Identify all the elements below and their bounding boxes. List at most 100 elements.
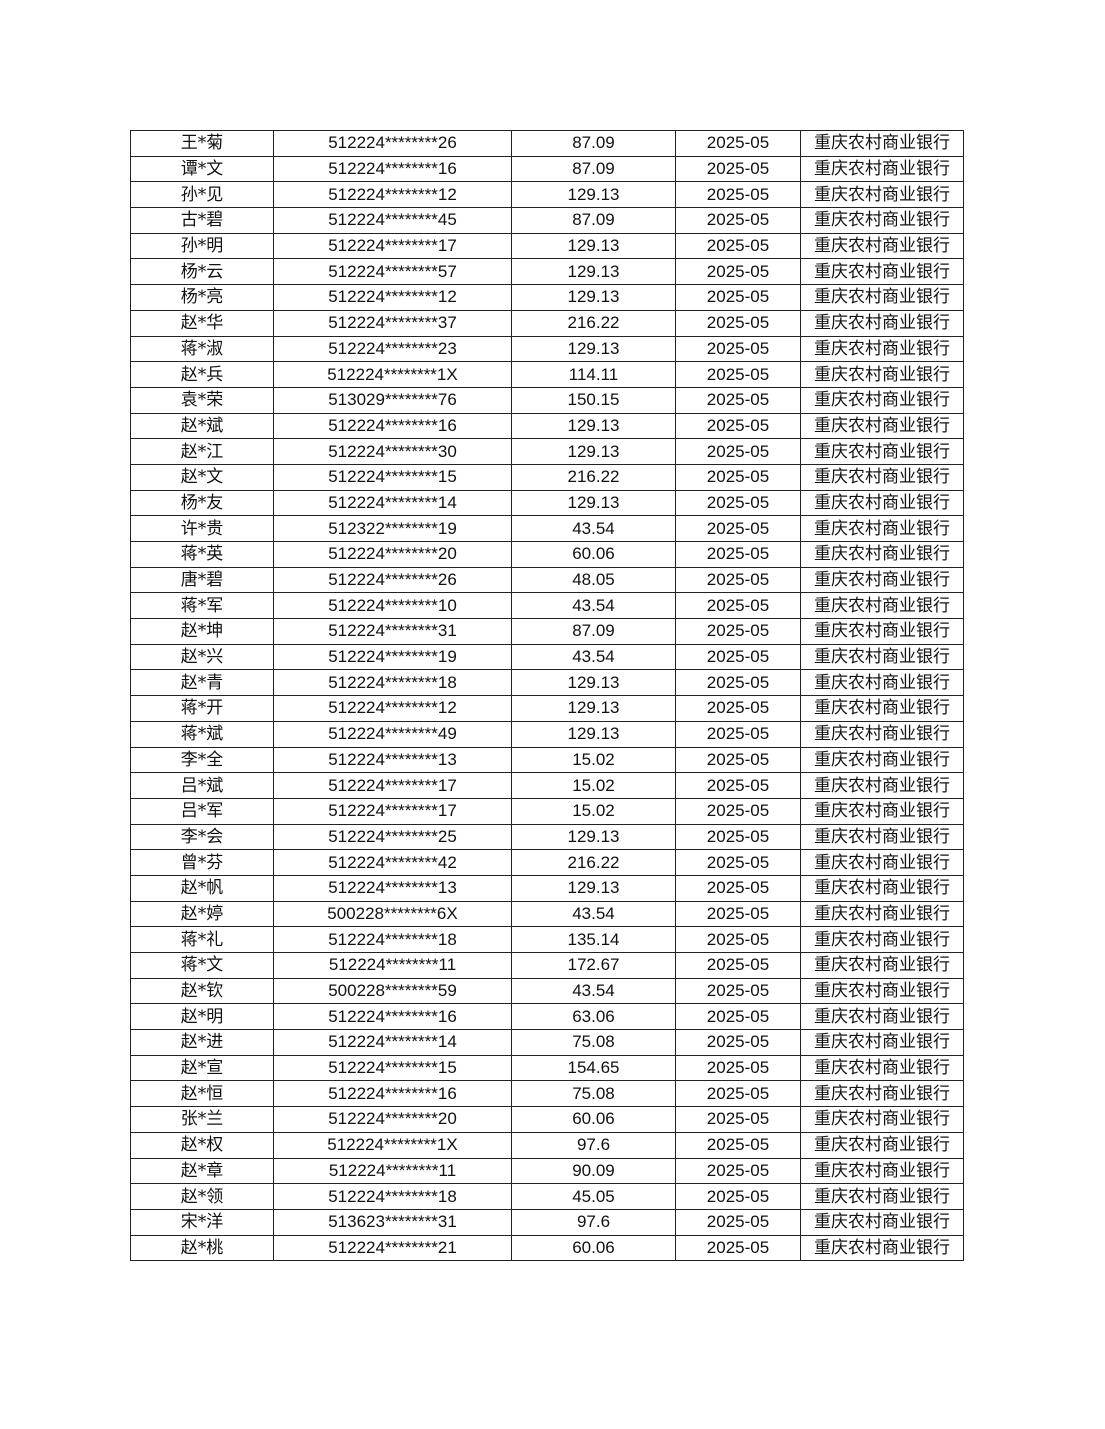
month-cell: 2025-05 [675,874,801,902]
month-cell: 2025-05 [675,977,801,1005]
bank-cell: 重庆农村商业银行 [800,541,964,568]
id-number-cell: 512224********12 [273,695,512,722]
id-number-cell: 512224********26 [273,566,512,594]
bank-cell: 重庆农村商业银行 [800,1029,964,1056]
table-row: 吕*军 512224********17 15.02 2025-05 重庆农村商业银行 [130,797,964,825]
table-row: 赵*钦 500228********59 43.54 2025-05 重庆农村商业银行 [130,977,964,1005]
amount-cell: 63.06 [511,1003,676,1031]
month-cell: 2025-05 [675,335,801,363]
amount-cell: 129.13 [511,232,676,260]
name-cell: 蒋*斌 [130,720,274,748]
bank-cell: 重庆农村商业银行 [800,412,964,440]
table-row: 赵*婷 500228********6X 43.54 2025-05 重庆农村商业银行 [130,900,964,928]
id-number-cell: 512224********15 [273,1054,512,1082]
table-row: 赵*华 512224********37 216.22 2025-05 重庆农村商业银行 [130,309,964,337]
bank-cell: 重庆农村商业银行 [800,1131,964,1159]
amount-cell: 15.02 [511,772,676,799]
month-cell: 2025-05 [675,309,801,337]
id-number-cell: 512224********16 [273,1080,512,1108]
id-number-cell: 512224********11 [273,1157,512,1185]
bank-cell: 重庆农村商业银行 [800,258,964,286]
amount-cell: 129.13 [511,412,676,440]
id-number-cell: 512224********1X [273,361,512,388]
month-cell: 2025-05 [675,797,801,825]
table-row: 唐*碧 512224********26 48.05 2025-05 重庆农村商业银行 [130,566,964,594]
amount-cell: 87.09 [511,130,676,157]
table-body: 王*菊 512224********26 87.09 2025-05 重庆农村商业银行谭… [130,130,964,1262]
amount-cell: 154.65 [511,1054,676,1082]
month-cell: 2025-05 [675,284,801,311]
table-row: 袁*荣 513029********76 150.15 2025-05 重庆农村商业银行 [130,386,964,414]
month-cell: 2025-05 [675,386,801,414]
bank-cell: 重庆农村商业银行 [800,823,964,851]
amount-cell: 87.09 [511,207,676,234]
table-row: 赵*帆 512224********13 129.13 2025-05 重庆农村商业银行 [130,874,964,902]
bank-cell: 重庆农村商业银行 [800,746,964,774]
bank-cell: 重庆农村商业银行 [800,1234,964,1262]
month-cell: 2025-05 [675,1080,801,1108]
month-cell: 2025-05 [675,541,801,568]
amount-cell: 43.54 [511,977,676,1005]
month-cell: 2025-05 [675,566,801,594]
month-cell: 2025-05 [675,412,801,440]
amount-cell: 129.13 [511,438,676,465]
table-row: 孙*明 512224********17 129.13 2025-05 重庆农村商业银行 [130,232,964,260]
bank-cell: 重庆农村商业银行 [800,1208,964,1236]
bank-cell: 重庆农村商业银行 [800,335,964,363]
name-cell: 曾*芬 [130,849,274,876]
amount-cell: 60.06 [511,541,676,568]
bank-cell: 重庆农村商业银行 [800,900,964,928]
name-cell: 杨*云 [130,258,274,286]
name-cell: 唐*碧 [130,566,274,594]
id-number-cell: 512224********42 [273,849,512,876]
bank-cell: 重庆农村商业银行 [800,1157,964,1185]
bank-cell: 重庆农村商业银行 [800,720,964,748]
id-number-cell: 512224********14 [273,1029,512,1056]
id-number-cell: 513029********76 [273,386,512,414]
month-cell: 2025-05 [675,1183,801,1210]
amount-cell: 129.13 [511,258,676,286]
amount-cell: 216.22 [511,849,676,876]
id-number-cell: 512224********19 [273,643,512,671]
month-cell: 2025-05 [675,849,801,876]
month-cell: 2025-05 [675,695,801,722]
bank-cell: 重庆农村商业银行 [800,1080,964,1108]
name-cell: 孙*见 [130,181,274,209]
table-row: 张*兰 512224********20 60.06 2025-05 重庆农村商业银行 [130,1106,964,1133]
table-row: 蒋*军 512224********10 43.54 2025-05 重庆农村商业银行 [130,592,964,620]
id-number-cell: 512224********15 [273,463,512,491]
amount-cell: 90.09 [511,1157,676,1185]
id-number-cell: 512224********25 [273,823,512,851]
bank-cell: 重庆农村商业银行 [800,438,964,465]
name-cell: 赵*领 [130,1183,274,1210]
name-cell: 赵*桃 [130,1234,274,1262]
amount-cell: 43.54 [511,592,676,620]
bank-cell: 重庆农村商业银行 [800,207,964,234]
bank-cell: 重庆农村商业银行 [800,489,964,517]
name-cell: 赵*进 [130,1029,274,1056]
id-number-cell: 512224********12 [273,284,512,311]
month-cell: 2025-05 [675,1157,801,1185]
table-row: 赵*青 512224********18 129.13 2025-05 重庆农村商业银行 [130,669,964,697]
id-number-cell: 512224********13 [273,874,512,902]
bank-cell: 重庆农村商业银行 [800,797,964,825]
id-number-cell: 512224********13 [273,746,512,774]
name-cell: 赵*坤 [130,618,274,645]
name-cell: 赵*斌 [130,412,274,440]
name-cell: 蒋*英 [130,541,274,568]
table-row: 赵*桃 512224********21 60.06 2025-05 重庆农村商业银行 [130,1234,964,1262]
bank-cell: 重庆农村商业银行 [800,849,964,876]
month-cell: 2025-05 [675,1208,801,1236]
name-cell: 赵*兵 [130,361,274,388]
table-row: 曾*芬 512224********42 216.22 2025-05 重庆农村商业银行 [130,849,964,876]
month-cell: 2025-05 [675,489,801,517]
amount-cell: 15.02 [511,797,676,825]
name-cell: 许*贵 [130,515,274,542]
id-number-cell: 512224********23 [273,335,512,363]
name-cell: 蒋*开 [130,695,274,722]
bank-cell: 重庆农村商业银行 [800,361,964,388]
name-cell: 赵*江 [130,438,274,465]
amount-cell: 129.13 [511,720,676,748]
id-number-cell: 512224********20 [273,541,512,568]
table-row: 李*全 512224********13 15.02 2025-05 重庆农村商业银行 [130,746,964,774]
